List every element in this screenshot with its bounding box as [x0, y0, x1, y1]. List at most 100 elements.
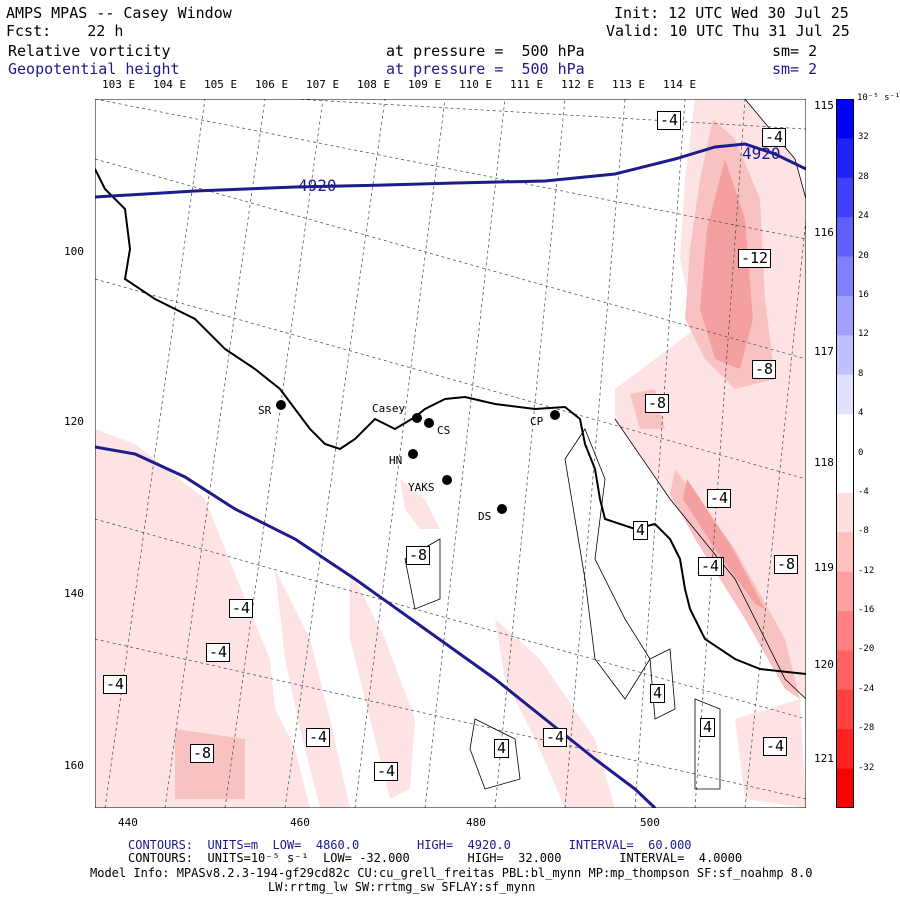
contour-info-vorticity: CONTOURS: UNITS=10⁻⁵ s⁻¹ LOW= -32.000 HI…: [128, 851, 743, 865]
y-axis-label: 140: [64, 587, 84, 600]
station-casey-marker: [412, 413, 422, 423]
lon-label-top: 107 E: [306, 78, 340, 91]
lon-label-top: 104 E: [153, 78, 187, 91]
height-contour-4920: [95, 142, 806, 199]
lon-label-top: 114 E: [663, 78, 697, 91]
station-sr-marker: [276, 400, 286, 410]
colorbar-segment: [836, 217, 854, 258]
colorbar-tick-label: 4: [858, 408, 864, 419]
lon-label-top: 108 E: [357, 78, 391, 91]
station-label: DS: [478, 510, 492, 523]
field1-pressure: at pressure = 500 hPa: [386, 42, 585, 60]
colorbar-unit: 10⁻⁵ s⁻¹: [857, 93, 900, 103]
x-axis-label: 460: [290, 816, 310, 829]
height-contour-4860: [95, 445, 657, 808]
vorticity-contour-label: -4: [763, 737, 788, 756]
map-plot: [95, 99, 806, 808]
colorbar-tick-label: 32: [858, 132, 869, 143]
vorticity-contour-label: 4: [633, 521, 649, 540]
coastline: [95, 168, 806, 675]
colorbar-tick-label: -8: [858, 526, 869, 537]
y-axis-label: 160: [64, 759, 84, 772]
height-contour-label: 4920: [742, 144, 781, 163]
vorticity-contour-label: -4: [206, 643, 231, 662]
valid-time: Valid: 10 UTC Thu 31 Jul 25: [606, 22, 850, 40]
colorbar-segment: [836, 177, 854, 218]
colorbar-segment: [836, 611, 854, 651]
lon-label-top: 105 E: [204, 78, 238, 91]
vorticity-contour-label: -4: [698, 557, 723, 576]
station-label: HN: [389, 454, 403, 467]
colorbar-segment: [836, 453, 854, 494]
colorbar-tick-label: -32: [858, 762, 875, 773]
vorticity-contour-label: -12: [738, 249, 772, 268]
colorbar-tick-label: -24: [858, 683, 875, 694]
lon-label-top: 106 E: [255, 78, 289, 91]
colorbar-segment: [836, 256, 854, 297]
colorbar-tick-label: 20: [858, 250, 869, 261]
field1-smoothing: sm= 2: [772, 42, 818, 60]
vorticity-contour-label: -4: [657, 111, 682, 130]
plot-title: AMPS MPAS -- Casey Window: [6, 4, 232, 22]
colorbar: [836, 99, 854, 808]
x-axis-label: 500: [640, 816, 660, 829]
colorbar-segment: [836, 768, 854, 808]
colorbar-tick-label: -20: [858, 644, 875, 655]
station-cp-marker: [550, 410, 560, 420]
vorticity-contour-label: -4: [543, 728, 568, 747]
station-cs-marker: [424, 418, 434, 428]
vorticity-contour-label: -4: [229, 599, 254, 618]
vorticity-contour-label: -8: [406, 546, 431, 565]
station-markers: [276, 400, 560, 514]
height-contour-label: 4920: [298, 176, 337, 195]
vorticity-contour-label: -8: [774, 555, 799, 574]
colorbar-segment: [836, 99, 854, 139]
vorticity-contour-label: -4: [374, 762, 399, 781]
colorbar-tick-label: 8: [858, 368, 864, 379]
y-axis-label: 100: [64, 245, 84, 258]
lon-label-top: 111 E: [510, 78, 544, 91]
station-ds-marker: [497, 504, 507, 514]
vorticity-contour-label: -4: [762, 128, 787, 147]
vorticity-contour-label: 4: [650, 684, 666, 703]
vorticity-contour-label: -8: [645, 394, 670, 413]
init-time: Init: 12 UTC Wed 30 Jul 25: [614, 4, 849, 22]
colorbar-segment: [836, 335, 854, 376]
colorbar-segment: [836, 414, 854, 454]
forecast-hour: Fcst: 22 h: [6, 22, 124, 40]
vorticity-contour-label: -8: [190, 744, 215, 763]
colorbar-tick-label: -28: [858, 723, 875, 734]
vorticity-contour-label: -4: [707, 489, 732, 508]
station-yaks-marker: [442, 475, 452, 485]
field2-name: Geopotential height: [8, 60, 180, 78]
vorticity-contour-label: 4: [494, 739, 510, 758]
x-axis-label: 440: [118, 816, 138, 829]
vorticity-contour-label: -4: [103, 675, 128, 694]
colorbar-tick-label: 16: [858, 289, 869, 300]
colorbar-segment: [836, 492, 854, 533]
station-label: SR: [258, 404, 272, 417]
field2-pressure: at pressure = 500 hPa: [386, 60, 585, 78]
station-label: YAKS: [408, 481, 435, 494]
lon-label-top: 112 E: [561, 78, 595, 91]
station-label: Casey: [372, 402, 406, 415]
colorbar-segment: [836, 532, 854, 573]
colorbar-tick-label: 28: [858, 171, 869, 182]
station-hn-marker: [408, 449, 418, 459]
colorbar-segment: [836, 295, 854, 336]
colorbar-tick-label: 0: [858, 447, 864, 458]
colorbar-tick-label: 24: [858, 211, 869, 222]
colorbar-segment: [836, 374, 854, 415]
vorticity-contour-label: 4: [700, 718, 716, 737]
lon-label-top: 113 E: [612, 78, 646, 91]
lon-label-top: 110 E: [459, 78, 493, 91]
field2-smoothing: sm= 2: [772, 60, 818, 78]
lon-label-top: 103 E: [102, 78, 136, 91]
vorticity-contour-label: -8: [752, 360, 777, 379]
model-info-physics: LW:rrtmg_lw SW:rrtmg_sw SFLAY:sf_mynn: [268, 880, 536, 894]
contour-info-height: CONTOURS: UNITS=m LOW= 4860.0 HIGH= 4920…: [128, 838, 692, 852]
colorbar-tick-label: -12: [858, 565, 875, 576]
colorbar-segment: [836, 571, 854, 612]
colorbar-segment: [836, 138, 854, 179]
colorbar-tick-label: 12: [858, 329, 869, 340]
